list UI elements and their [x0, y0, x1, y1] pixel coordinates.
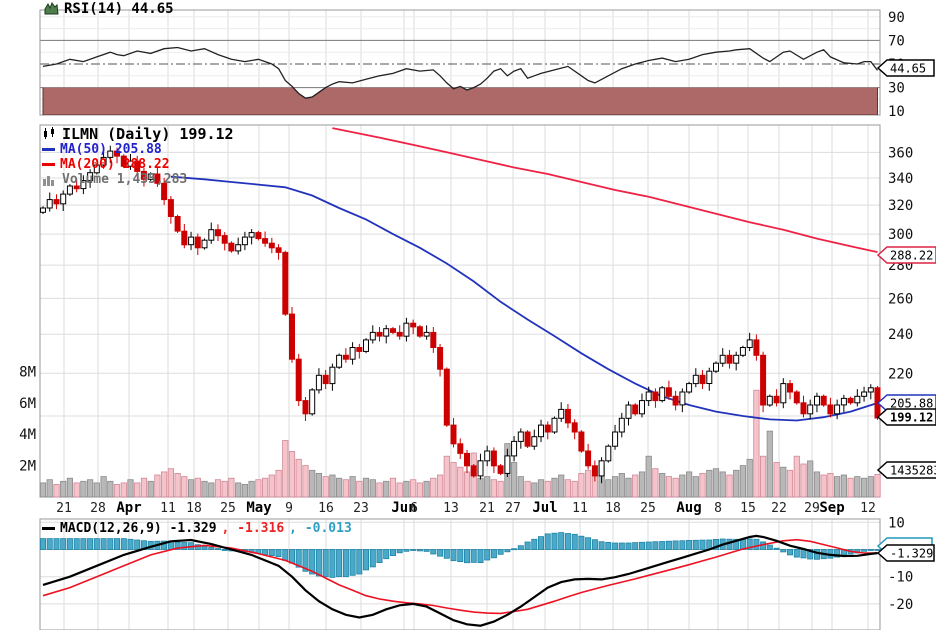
svg-text:10: 10: [888, 104, 905, 120]
svg-text:320: 320: [888, 198, 913, 214]
value-tag: 199.12: [876, 408, 936, 426]
svg-text:13: 13: [443, 501, 459, 516]
svg-text:288.22: 288.22: [890, 249, 933, 263]
svg-text:-1.329: -1.329: [890, 547, 933, 561]
svg-text:25: 25: [640, 501, 656, 516]
svg-text:240: 240: [888, 327, 913, 343]
svg-text:25: 25: [220, 501, 236, 516]
svg-text:8: 8: [714, 501, 722, 516]
svg-text:18: 18: [605, 501, 621, 516]
value-tag: 44.65: [876, 59, 935, 77]
main-legend: ILMN (Daily) 199.12 MA(50) 205.88 MA(200…: [42, 125, 234, 187]
macd-signal-value: , -1.316: [221, 521, 285, 536]
svg-text:6: 6: [410, 501, 418, 516]
svg-text:21: 21: [479, 501, 495, 516]
macd-label: MACD(12,26,9) -1.329: [60, 521, 217, 536]
symbol-title: ILMN (Daily) 199.12: [62, 124, 234, 143]
svg-text:11: 11: [160, 501, 176, 516]
volume-bars-icon: [43, 175, 54, 186]
rsi-legend-label: RSI(14) 44.65: [64, 0, 174, 17]
macd-lines: [42, 534, 878, 627]
svg-text:260: 260: [888, 291, 913, 307]
svg-text:May: May: [246, 500, 272, 516]
svg-text:10: 10: [888, 515, 905, 531]
moving-averages: [170, 127, 878, 422]
svg-text:12: 12: [860, 501, 876, 516]
svg-text:4M: 4M: [19, 427, 36, 443]
value-tag: 1435283: [876, 461, 936, 479]
candlesticks: [40, 145, 881, 484]
svg-text:-20: -20: [888, 597, 913, 613]
svg-text:2M: 2M: [19, 459, 36, 475]
ma50-label: MA(50) 205.88: [60, 142, 162, 157]
svg-text:199.12: 199.12: [890, 411, 933, 425]
ma200-line-icon: [42, 163, 55, 166]
svg-text:8M: 8M: [19, 364, 36, 380]
ma200-label: MA(200) 288.22: [60, 157, 170, 172]
svg-text:16: 16: [318, 501, 334, 516]
svg-text:30: 30: [888, 81, 905, 97]
svg-text:28: 28: [90, 501, 106, 516]
macd-hist-value: , -0.013: [289, 521, 352, 536]
svg-text:300: 300: [888, 227, 913, 243]
svg-text:Aug: Aug: [676, 500, 701, 516]
svg-text:15: 15: [740, 501, 756, 516]
svg-text:6M: 6M: [19, 396, 36, 412]
svg-text:22: 22: [771, 501, 787, 516]
svg-text:-10: -10: [888, 570, 913, 586]
macd-legend: MACD(12,26,9) -1.329 , -1.316 , -0.013: [42, 521, 352, 536]
svg-text:90: 90: [888, 10, 905, 26]
macd-line-icon: [42, 527, 55, 530]
rsi-area-icon: [44, 2, 59, 15]
svg-text:205.88: 205.88: [890, 397, 933, 411]
svg-text:Apr: Apr: [116, 500, 141, 516]
rsi-legend: RSI(14) 44.65: [44, 0, 174, 17]
svg-text:21: 21: [56, 501, 72, 516]
svg-text:23: 23: [353, 501, 369, 516]
svg-text:9: 9: [285, 501, 293, 516]
svg-text:18: 18: [186, 501, 202, 516]
svg-text:Jul: Jul: [532, 500, 557, 516]
ma50-line-icon: [42, 148, 55, 151]
svg-text:340: 340: [888, 171, 913, 187]
svg-text:Sep: Sep: [819, 500, 844, 516]
svg-text:29: 29: [804, 501, 820, 516]
svg-text:Jun: Jun: [391, 500, 416, 516]
value-tag: 205.88: [876, 394, 936, 412]
svg-text:44.65: 44.65: [890, 62, 926, 76]
value-tag: -1.329: [876, 544, 935, 562]
volume-label: Volume 1,435,283: [62, 172, 188, 187]
svg-text:360: 360: [888, 145, 913, 161]
svg-text:27: 27: [505, 501, 521, 516]
svg-text:70: 70: [888, 33, 905, 49]
candlestick-icon: [44, 127, 54, 139]
svg-text:1435283: 1435283: [890, 464, 936, 478]
rsi-series: [42, 46, 879, 115]
svg-text:220: 220: [888, 366, 913, 382]
svg-text:11: 11: [572, 501, 588, 516]
macd-histogram: [40, 532, 881, 578]
value-tag: 288.22: [876, 246, 936, 264]
